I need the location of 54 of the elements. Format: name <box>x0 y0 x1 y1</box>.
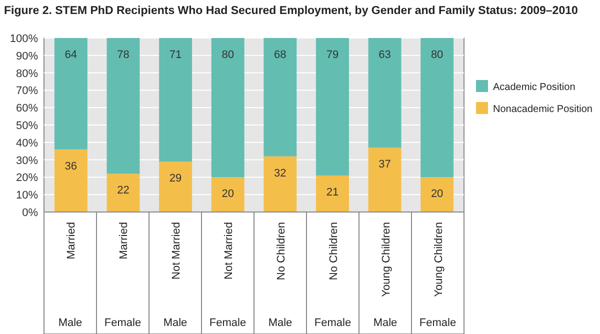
category-label: Married Female <box>104 222 142 329</box>
category-label: Young Children Male <box>373 222 398 329</box>
bar <box>54 149 88 212</box>
data-label: 36 <box>64 160 78 172</box>
data-label: 21 <box>326 186 339 198</box>
data-label: 64 <box>64 49 78 61</box>
data-label: 32 <box>274 167 286 180</box>
y-tick-label: 50% <box>16 120 38 132</box>
category-label: Not Married Male <box>163 222 188 329</box>
bar <box>316 38 349 176</box>
bar <box>368 38 402 148</box>
category-label: Young Children Female <box>419 222 456 329</box>
category-label: No Children Female <box>314 222 352 329</box>
bar <box>106 38 140 174</box>
data-label: 20 <box>222 188 234 200</box>
y-tick-label: 30% <box>16 154 38 167</box>
bar <box>159 162 192 212</box>
y-tick-label: 90% <box>16 50 38 62</box>
bar <box>106 174 140 212</box>
bar <box>54 38 88 150</box>
y-tick-label: 20% <box>16 172 38 184</box>
category-label: Married Male <box>58 222 82 329</box>
y-tick-label: 70% <box>16 85 38 98</box>
bar <box>264 38 297 156</box>
bar <box>316 175 349 212</box>
y-tick-label: 0% <box>22 207 38 219</box>
category-label: No Children Male <box>268 222 292 329</box>
bar <box>420 177 454 212</box>
bar <box>211 177 244 212</box>
bar <box>368 148 402 212</box>
legend-label: Nonacademic Position <box>493 104 592 115</box>
category-label: Not Married Female <box>209 222 246 329</box>
y-tick-label: 40% <box>16 137 38 150</box>
y-tick-label: 100% <box>10 33 38 45</box>
data-label: 68 <box>274 49 286 61</box>
chart-title: Figure 2. STEM PhD Recipients Who Had Secured Employment, by Gender and Family Status: 2009–2010 <box>4 5 578 17</box>
data-label: 79 <box>326 49 339 61</box>
bar <box>159 38 192 162</box>
data-label: 63 <box>378 49 391 61</box>
y-tick-label: 80% <box>16 68 38 80</box>
data-label: 22 <box>117 184 130 197</box>
legend-label: Academic Position <box>493 82 576 93</box>
data-label: 80 <box>222 49 234 61</box>
bar <box>420 38 454 178</box>
data-label: 78 <box>117 49 130 61</box>
y-tick-label: 10% <box>16 190 38 202</box>
data-label: 29 <box>169 172 182 185</box>
data-label: 80 <box>430 49 444 61</box>
data-label: 37 <box>378 158 391 171</box>
bar <box>211 38 244 178</box>
data-label: 71 <box>169 49 182 61</box>
bar <box>264 156 297 212</box>
data-label: 20 <box>430 188 444 200</box>
y-tick-label: 60% <box>16 102 38 115</box>
